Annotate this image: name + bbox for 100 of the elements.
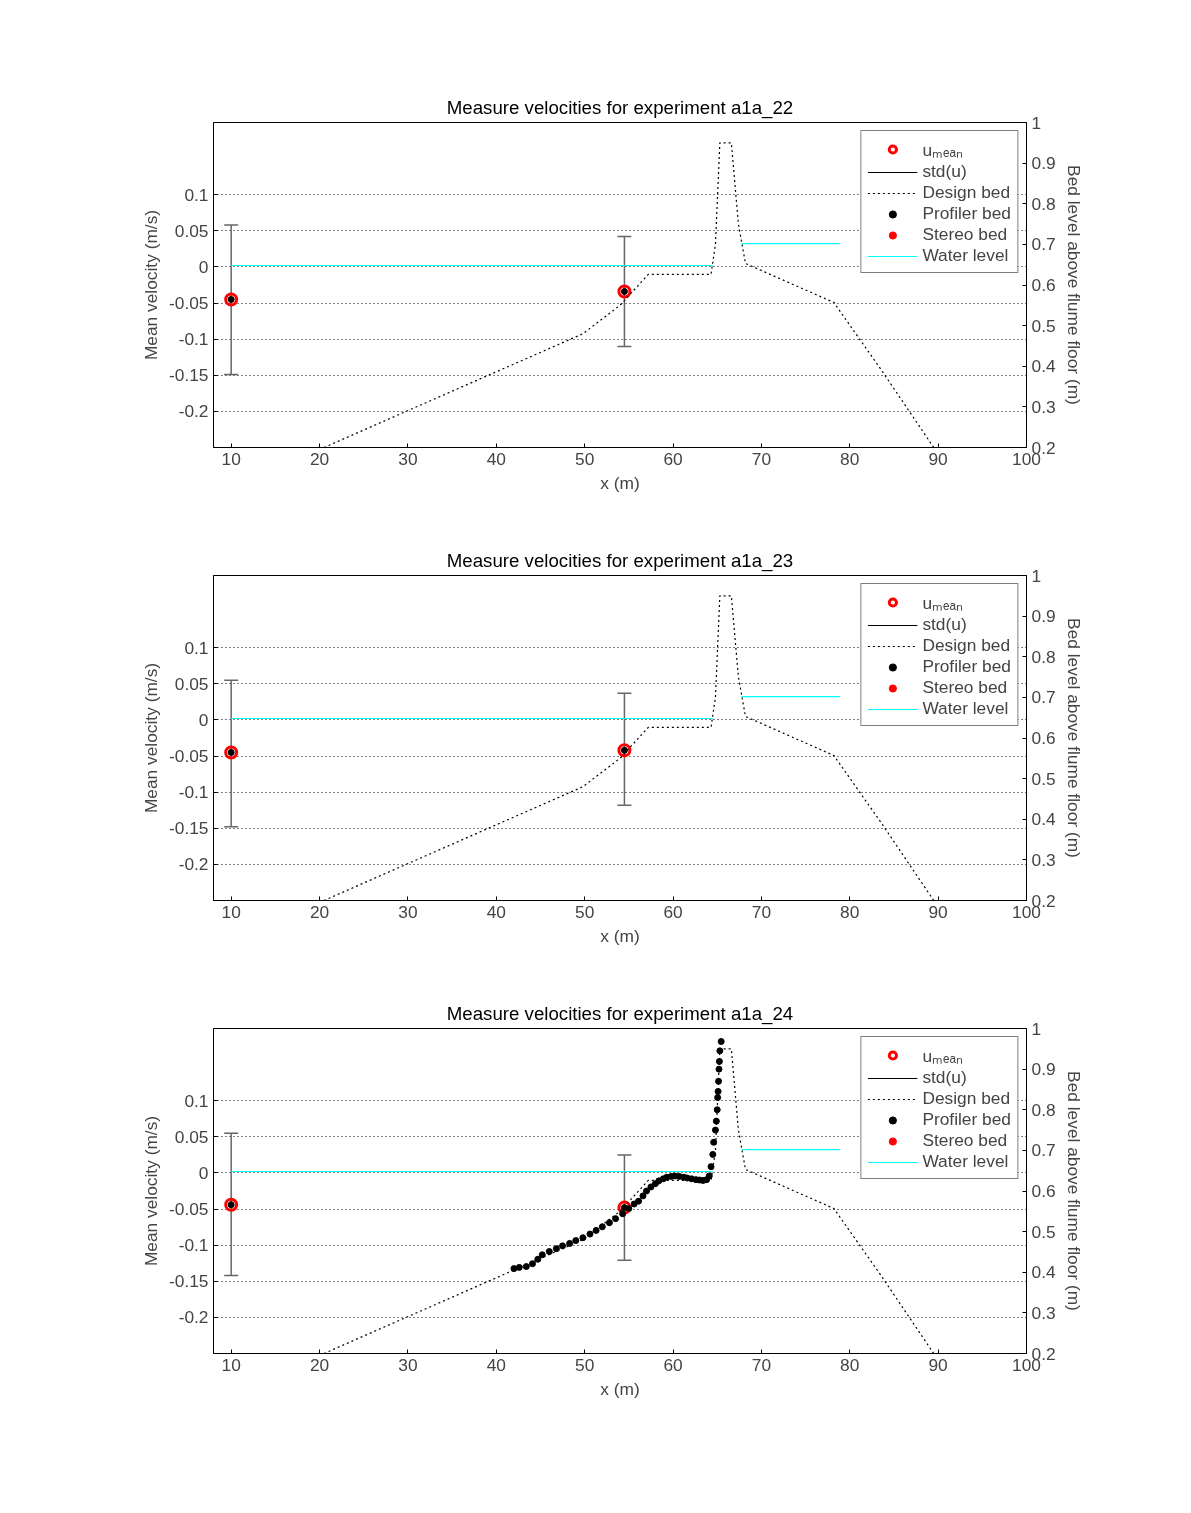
y2-tick-label: 0.7 (1031, 687, 1056, 708)
legend-label: Water level (922, 1151, 1009, 1172)
y2-tick-label: 0.4 (1031, 1262, 1056, 1283)
point (715, 1077, 723, 1085)
x-tick-label: 10 (221, 1354, 241, 1375)
legend-label: Stereo bed (922, 677, 1008, 698)
legend-label: Design bed (922, 635, 1011, 656)
x-tick-label: 50 (575, 901, 595, 922)
x-tick-label: 70 (751, 1354, 772, 1375)
y2-tick-label: 0.4 (1031, 356, 1056, 377)
point (715, 1057, 723, 1065)
y-tick-label: -0.15 (169, 818, 209, 839)
y-tick-label: -0.2 (178, 1307, 209, 1328)
point (717, 1038, 725, 1045)
point (714, 1094, 722, 1102)
y2-tick-label: 0.5 (1031, 768, 1056, 789)
y2-tick-label: 0.4 (1031, 809, 1056, 830)
legend-label: std(u) (922, 1067, 967, 1088)
y2-tick-label: 0.9 (1031, 1059, 1056, 1080)
legend-label: uₘₑₐₙ (922, 139, 963, 161)
x-tick-label: 40 (486, 901, 506, 922)
y-axis-title: Mean velocity (m/s) (141, 662, 161, 814)
y2-axis-title: Bed level above flume floor (m) (1063, 165, 1084, 405)
x-axis-title: x (m) (600, 1378, 640, 1399)
y-tick-label: 0 (198, 1162, 209, 1183)
y-tick-label: -0.05 (169, 746, 209, 767)
y2-tick-label: 0.8 (1031, 646, 1056, 667)
x-tick-label: 40 (486, 448, 506, 469)
y-tick-label: 0.1 (184, 184, 209, 205)
x-tick-label: 90 (928, 448, 948, 469)
y-tick-label: 0.05 (174, 1126, 209, 1147)
y-axis-title: Mean velocity (m/s) (141, 1115, 161, 1267)
y-tick-label: 0 (198, 256, 209, 277)
y-tick-label: -0.15 (169, 1271, 209, 1292)
x-tick-label: 50 (575, 448, 595, 469)
x-tick-label: 70 (751, 448, 772, 469)
y2-tick-label: 0.5 (1031, 315, 1056, 336)
legend-label: Profiler bed (922, 203, 1011, 224)
y2-tick-label: 0.8 (1031, 1099, 1056, 1120)
x-tick-label: 90 (928, 1354, 948, 1375)
legend-label: Design bed (922, 182, 1011, 203)
legend-label: Stereo bed (922, 224, 1008, 245)
x-tick-label: 80 (840, 901, 860, 922)
y-tick-label: -0.1 (178, 1235, 209, 1256)
y-tick-label: 0.05 (174, 220, 209, 241)
y2-tick-label: 0.5 (1031, 1221, 1056, 1242)
x-tick-label: 80 (840, 448, 860, 469)
y-tick-label: -0.05 (169, 1199, 209, 1220)
x-tick-label: 10 (221, 448, 241, 469)
y-tick-label: -0.1 (178, 329, 209, 350)
x-tick-label: 30 (398, 448, 418, 469)
y2-tick-label: 1 (1031, 1018, 1042, 1039)
y2-tick-label: 0.6 (1031, 275, 1056, 295)
y2-tick-label: 0.8 (1031, 193, 1056, 214)
legend-label: Water level (922, 245, 1009, 266)
y2-tick-label: 0.3 (1031, 849, 1056, 870)
x-tick-label: 30 (398, 1354, 418, 1375)
x-tick-label: 20 (309, 901, 330, 922)
y-tick-label: -0.2 (178, 401, 209, 422)
legend-label: uₘₑₐₙ (922, 592, 963, 614)
y-tick-label: -0.05 (169, 293, 209, 314)
x-axis-title: x (m) (600, 925, 640, 946)
x-tick-label: 80 (840, 1354, 860, 1375)
y2-tick-label: 0.6 (1031, 1181, 1056, 1201)
y-tick-label: 0 (198, 709, 209, 730)
legend-label: Stereo bed (922, 1130, 1008, 1151)
legend-label: uₘₑₐₙ (922, 1045, 963, 1067)
y2-tick-label: 0.6 (1031, 728, 1056, 748)
point (714, 1087, 722, 1095)
x-tick-label: 10 (221, 901, 241, 922)
chart-title: Measure velocities for experiment a1a_23 (446, 549, 794, 572)
y-tick-label: -0.2 (178, 854, 209, 875)
y-tick-label: 0.1 (184, 637, 209, 658)
y2-tick-label: 0.3 (1031, 1302, 1056, 1323)
y2-tick-label: 0.7 (1031, 234, 1056, 255)
y2-tick-label: 0.9 (1031, 153, 1056, 174)
x-tick-label: 30 (398, 901, 418, 922)
chart-title: Measure velocities for experiment a1a_22 (446, 96, 794, 119)
y-tick-label: -0.15 (169, 365, 209, 386)
chart-title: Measure velocities for experiment a1a_24 (446, 1002, 794, 1025)
x-tick-label: 20 (309, 1354, 330, 1375)
legend-label: Water level (922, 698, 1009, 719)
y2-tick-label: 1 (1031, 112, 1042, 133)
y-axis-title: Mean velocity (m/s) (141, 209, 161, 361)
x-tick-label: 60 (663, 448, 683, 469)
legend-label: Profiler bed (922, 656, 1011, 677)
y2-tick-label: 0.9 (1031, 606, 1056, 627)
legend-label: std(u) (922, 614, 967, 635)
point (715, 1065, 723, 1073)
x-tick-label: 60 (663, 1354, 683, 1375)
x-tick-label: 40 (486, 1354, 506, 1375)
x-tick-label: 60 (663, 901, 683, 922)
x-tick-label: 70 (751, 901, 772, 922)
y2-tick-label: 0.7 (1031, 1140, 1056, 1161)
y2-axis-title: Bed level above flume floor (m) (1063, 1071, 1084, 1311)
y2-tick-label: 0.3 (1031, 396, 1056, 417)
x-axis-title: x (m) (600, 472, 640, 493)
x-tick-label: 90 (928, 901, 948, 922)
y2-tick-label: 1 (1031, 565, 1042, 586)
x-tick-label: 20 (309, 448, 330, 469)
